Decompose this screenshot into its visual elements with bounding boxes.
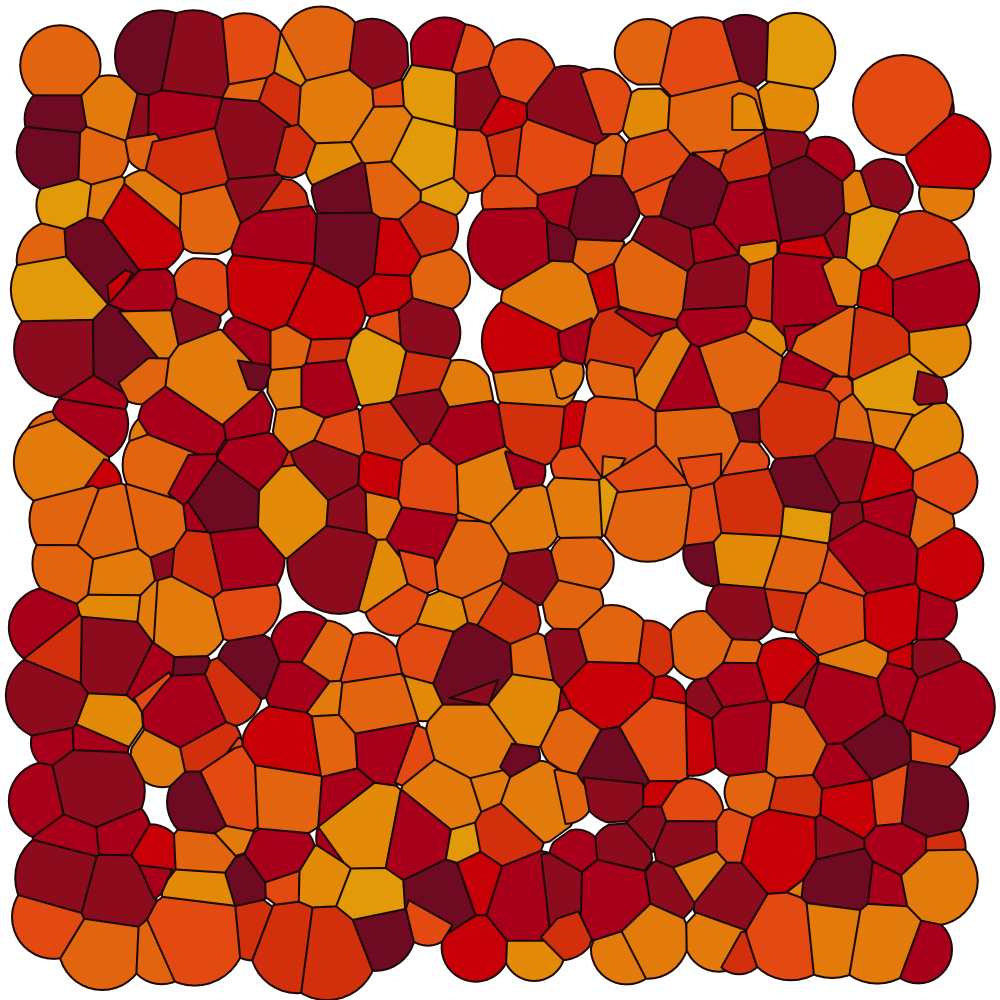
cell — [224, 853, 267, 908]
cell — [15, 126, 82, 190]
cell — [579, 67, 633, 136]
cell — [146, 895, 242, 987]
cell — [7, 587, 81, 660]
cell — [553, 768, 591, 825]
cell — [757, 80, 820, 134]
cell — [300, 905, 374, 1000]
cell — [351, 908, 415, 972]
cell — [270, 610, 328, 664]
cell — [402, 674, 444, 723]
cell — [9, 255, 110, 323]
cell — [863, 582, 921, 654]
cell — [7, 761, 65, 839]
cell — [557, 317, 594, 366]
cell — [19, 24, 102, 97]
cell — [364, 582, 430, 637]
cell — [12, 418, 111, 502]
cell — [234, 898, 274, 962]
cell — [659, 16, 742, 98]
cell — [719, 440, 771, 477]
cell — [279, 5, 357, 82]
cell — [440, 914, 508, 983]
cell — [404, 899, 454, 947]
cell — [712, 467, 785, 538]
cell — [254, 764, 323, 835]
cell — [710, 699, 773, 777]
cell — [545, 476, 604, 539]
cell — [286, 524, 379, 615]
cell — [236, 359, 273, 392]
cell — [621, 87, 671, 141]
cell — [731, 92, 766, 132]
cell — [859, 157, 914, 214]
cell — [448, 678, 499, 707]
cell — [899, 919, 953, 985]
cell — [669, 610, 734, 681]
cell — [348, 17, 410, 90]
cell — [241, 705, 322, 777]
cell — [589, 929, 650, 986]
cell-group — [4, 5, 996, 1000]
cell — [51, 749, 146, 829]
cell — [765, 11, 837, 90]
cell — [763, 587, 808, 634]
cell — [504, 450, 547, 491]
cell — [13, 318, 95, 399]
cell — [705, 583, 774, 642]
cell — [805, 902, 862, 979]
cell — [213, 824, 256, 857]
cell — [585, 358, 639, 402]
cell — [637, 619, 675, 679]
cell — [745, 891, 815, 982]
cell — [893, 401, 964, 473]
cell — [59, 917, 140, 991]
cell — [603, 483, 693, 563]
cell — [911, 638, 964, 681]
cell — [251, 900, 314, 995]
cell — [620, 902, 688, 980]
cell — [848, 902, 923, 985]
cell — [723, 770, 778, 819]
cell — [684, 704, 717, 777]
cell — [550, 536, 615, 591]
cell — [692, 861, 769, 932]
cell — [900, 760, 970, 838]
cell — [539, 910, 593, 962]
cell — [660, 777, 725, 823]
cell — [909, 729, 962, 768]
cell — [876, 209, 971, 282]
cell — [852, 54, 954, 156]
cell — [466, 207, 553, 291]
cell — [409, 248, 472, 310]
cell — [11, 894, 86, 960]
cell — [549, 359, 585, 400]
cell — [613, 18, 673, 86]
cell — [505, 939, 565, 982]
cell — [266, 365, 307, 411]
cell — [84, 458, 123, 492]
cell — [4, 658, 90, 737]
